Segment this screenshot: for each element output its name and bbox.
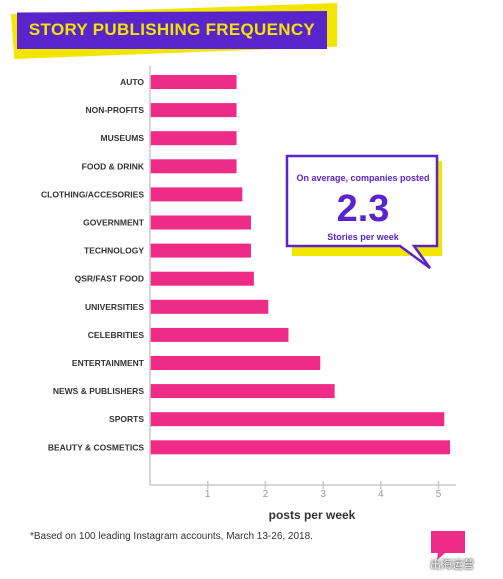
- bar-celebrities: [150, 327, 289, 342]
- bar-auto: [150, 75, 237, 89]
- chart-title: STORY PUBLISHING FREQUENCY: [28, 20, 316, 39]
- category-label: QSR/FAST FOOD: [75, 274, 144, 284]
- logo-bubble: [431, 531, 465, 560]
- category-label: NEWS & PUBLISHERS: [53, 386, 144, 396]
- x-axis-label: posts per week: [269, 508, 356, 522]
- callout-frame: [285, 154, 439, 270]
- category-label: FOOD & DRINK: [82, 161, 145, 171]
- title-banner: STORY PUBLISHING FREQUENCY: [11, 3, 337, 59]
- bar-non-profits: [150, 103, 237, 118]
- category-label: ENTERTAINMENT: [72, 358, 145, 368]
- bar-universities: [150, 299, 269, 314]
- callout-intro-text: On average, companies posted: [296, 173, 430, 183]
- category-labels-group: AUTO NON-PROFITS MUSEUMS FOOD & DRINK CLOTHI…: [41, 77, 145, 452]
- bar-technology: [150, 243, 251, 258]
- category-label: MUSEUMS: [101, 133, 145, 143]
- bar-museums: [150, 131, 237, 146]
- category-label: CELEBRITIES: [88, 330, 145, 340]
- bar-sports: [150, 412, 445, 427]
- x-tick-label: 1: [205, 489, 211, 500]
- category-label: AUTO: [120, 77, 144, 87]
- bar-entertainment: [150, 356, 321, 370]
- bar-news-publishers: [150, 384, 335, 399]
- x-tick-label: 5: [436, 489, 442, 500]
- category-label: BEAUTY & COSMETICS: [48, 442, 145, 452]
- bar-clothing-accesories: [150, 187, 243, 202]
- x-tick-label: 4: [378, 489, 384, 500]
- category-label: GOVERNMENT: [83, 218, 145, 228]
- category-label: CLOTHING/ACCESORIES: [41, 189, 144, 199]
- bars-group: [150, 75, 451, 455]
- x-tick-label: 3: [320, 489, 326, 500]
- category-label: NON-PROFITS: [85, 105, 144, 115]
- bar-beauty-cosmetics: [150, 440, 451, 455]
- watermark: 出海运营: [430, 559, 474, 571]
- bar-food-drink: [150, 159, 237, 174]
- category-label: UNIVERSITIES: [85, 302, 144, 312]
- callout-unit-text: Stories per week: [327, 232, 399, 242]
- block-logo: [431, 531, 465, 560]
- category-label: SPORTS: [109, 414, 144, 424]
- footnote: *Based on 100 leading Instagram accounts…: [30, 531, 313, 542]
- category-label: TECHNOLOGY: [84, 246, 144, 256]
- callout-average-value: 2.3: [336, 188, 390, 230]
- x-ticks-group: 1 2 3 4 5: [205, 481, 442, 500]
- title-banner-plate: [17, 11, 327, 49]
- bar-government: [150, 215, 251, 230]
- x-tick-label: 2: [263, 489, 269, 500]
- bar-qsr-fast-food: [150, 271, 254, 286]
